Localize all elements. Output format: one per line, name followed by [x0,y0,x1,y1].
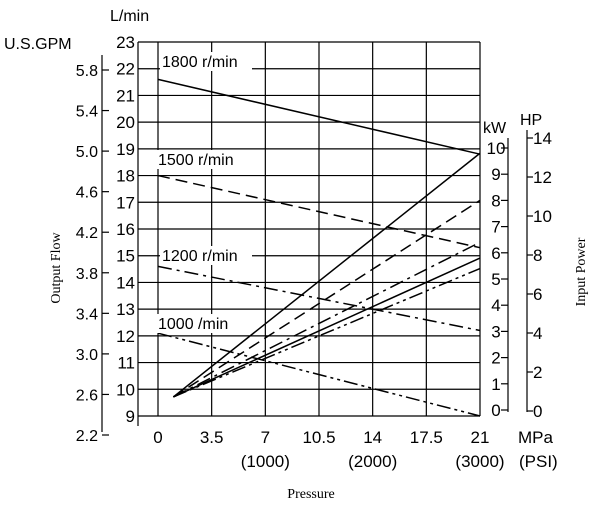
psi-unit-label: (PSI) [519,452,558,471]
flow-unit-label: L/min [110,8,149,25]
series-label: 1800 r/min [162,54,238,71]
gpm-tick-label: 5.0 [76,144,98,161]
kw-tick-label: 10 [487,139,506,158]
flow-tick-label: 14 [116,273,135,292]
series-label-bg [156,314,239,333]
flow-line-dashdot [157,265,481,332]
flow-tick-label: 9 [126,407,135,426]
kw-tick-label: 4 [491,296,500,315]
gpm-tick-label: 2.2 [76,428,98,445]
pressure-tick-label: 7 [261,428,270,447]
gpm-tick-label: 3.4 [76,306,98,323]
gpm-tick-label: 5.4 [76,104,98,121]
flow-tick-label: 20 [116,113,135,132]
pressure-tick-label: 10.5 [302,428,335,447]
flow-line-dash [157,174,481,249]
axes [101,41,533,436]
hp-tick-label: 2 [533,363,542,382]
grid [157,41,481,417]
kw-tick-label: 2 [491,349,500,368]
kw-tick-label: 3 [491,322,500,341]
pressure-tick-label: 17.5 [410,428,443,447]
flow-tick-label: 19 [116,140,135,159]
gpm-tick-label: 5.8 [76,63,98,80]
kw-tick-label: 6 [491,244,500,263]
flow-tick-label: 10 [116,380,135,399]
hp-tick-label: 8 [533,246,542,265]
gpm-tick-label: 4.2 [76,225,98,242]
kw-tick-label: 1 [491,375,500,394]
hp-unit-label: HP [520,112,542,129]
series-label: 1200 r/min [162,248,238,265]
flow-tick-label: 12 [116,327,135,346]
kw-tick-label: 0 [491,401,500,420]
series-label: 1000 /min [158,316,228,333]
pressure-tick-label: 14 [363,428,382,447]
flow-tick-label: 21 [116,86,135,105]
gpm-tick-label: 4.6 [76,185,98,202]
kw-tick-label: 8 [491,191,500,210]
kw-unit-label: kW [483,120,507,137]
series-label-bg [160,52,252,71]
hp-tick-label: 14 [533,129,552,148]
kw-tick-label: 5 [491,270,500,289]
hp-tick-label: 6 [533,285,542,304]
kw-tick-label: 9 [491,165,500,184]
x-axis-title: Pressure [287,487,334,502]
series-label: 1500 r/min [158,152,234,169]
pressure-tick-label: 3.5 [200,428,224,447]
power-line-dashdotdot [173,267,481,398]
hp-tick-label: 10 [533,207,552,226]
series-label-bg [156,150,248,169]
pressure-tick-label: 21 [471,428,490,447]
flow-tick-label: 23 [116,33,135,52]
flow-line-solid [157,78,481,155]
y-axis-title-right: Input Power [574,237,589,306]
power-line-dash [172,199,481,398]
hp-tick-label: 4 [533,324,542,343]
y-axis-title-left: Output Flow [49,232,64,304]
gpm-tick-label: 3.8 [76,266,98,283]
flow-line-dashdotdot [157,332,481,417]
hp-tick-label: 12 [533,168,552,187]
flow-tick-label: 18 [116,167,135,186]
flow-tick-label: 17 [116,193,135,212]
psi-tick-label: (1000) [241,452,290,471]
flow-tick-label: 16 [116,220,135,239]
psi-tick-label: (2000) [348,452,397,471]
flow-tick-label: 15 [116,247,135,266]
series-label-bg [160,246,252,265]
flow-tick-label: 11 [117,354,135,373]
labels: 91011121314151617181920212223L/min2.22.6… [4,8,589,502]
pressure-unit-label: MPa [518,428,554,447]
power-line-solid [172,152,481,398]
pressure-tick-label: 0 [153,428,162,447]
power-line-dashdot [172,241,481,398]
kw-tick-label: 7 [491,218,500,237]
flow-tick-label: 13 [116,300,135,319]
gpm-tick-label: 2.6 [76,387,98,404]
gpm-unit-label: U.S.GPM [4,36,72,53]
power-line-solid-extra [173,257,481,398]
gpm-tick-label: 3.0 [76,347,98,364]
hp-tick-label: 0 [533,402,542,421]
series [157,78,481,417]
psi-tick-label: (3000) [455,452,504,471]
flow-tick-label: 22 [116,60,135,79]
